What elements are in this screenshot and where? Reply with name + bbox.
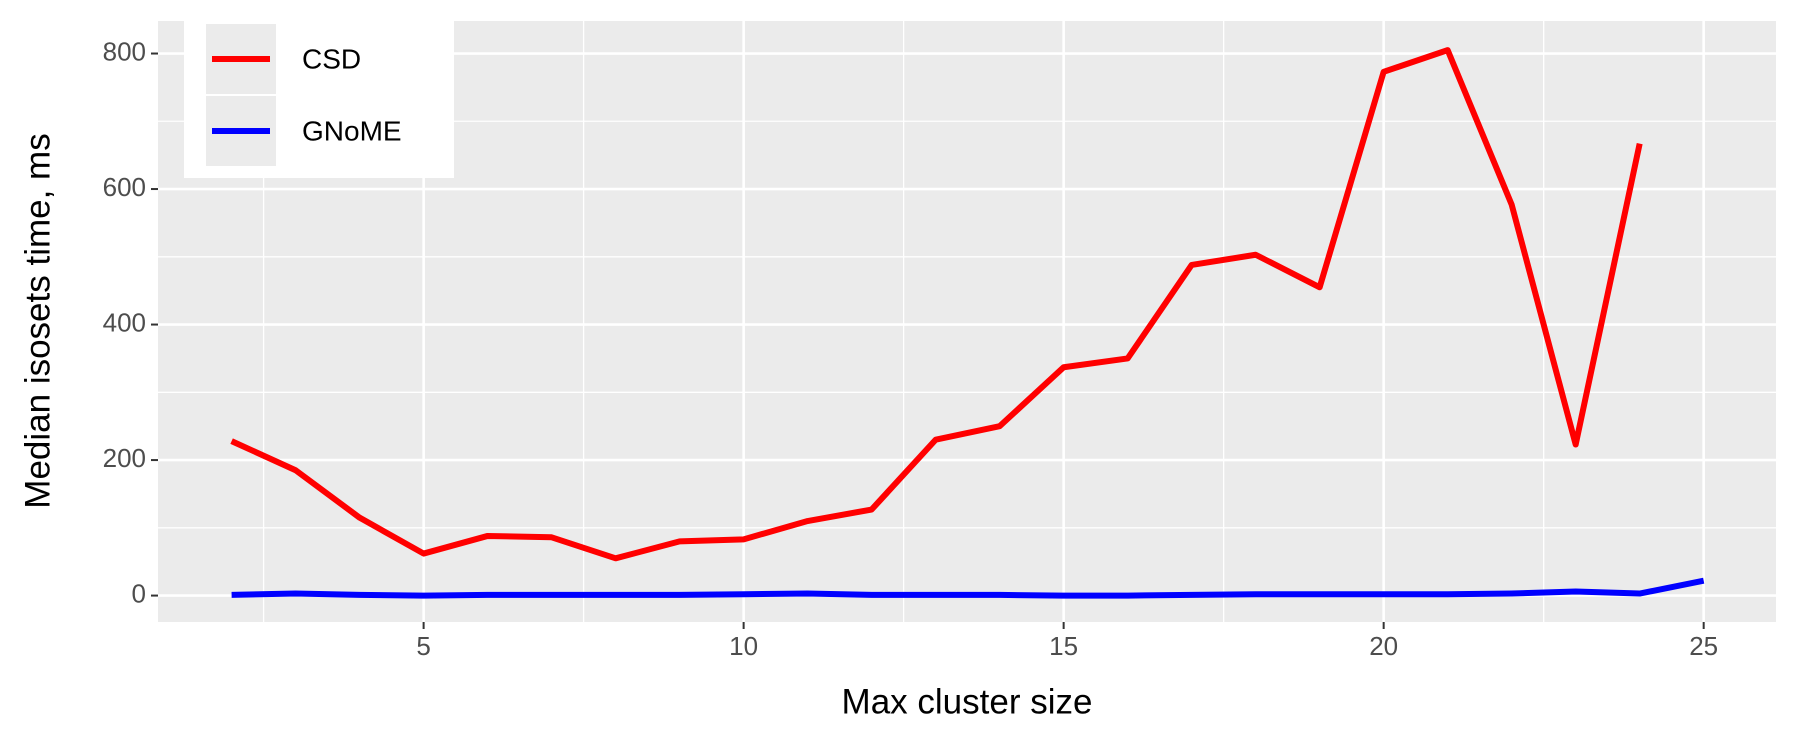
y-tick-label: 600 — [103, 172, 146, 202]
lines — [230, 47, 1705, 599]
y-tick-label: 400 — [103, 307, 146, 337]
legend-label: CSD — [302, 43, 361, 74]
y-axis-title: Median isosets time, ms — [18, 133, 57, 508]
legend: CSD GNoME — [184, 12, 454, 178]
x-tick-label: 25 — [1689, 631, 1718, 661]
y-tick-label: 0 — [132, 578, 146, 608]
y-tick-label: 800 — [103, 36, 146, 66]
x-tick-label: 15 — [1049, 631, 1078, 661]
x-tick-label: 20 — [1369, 631, 1398, 661]
axes: 5 10 15 20 25 0 200 400 600 800 — [103, 36, 1719, 660]
x-axis-title: Max cluster size — [842, 682, 1093, 721]
x-tick-label: 10 — [729, 631, 758, 661]
y-tick-label: 200 — [103, 443, 146, 473]
series-line — [230, 47, 1643, 562]
series-line — [231, 577, 1705, 599]
legend-label: GNoME — [302, 115, 402, 146]
x-tick-label: 5 — [416, 631, 430, 661]
